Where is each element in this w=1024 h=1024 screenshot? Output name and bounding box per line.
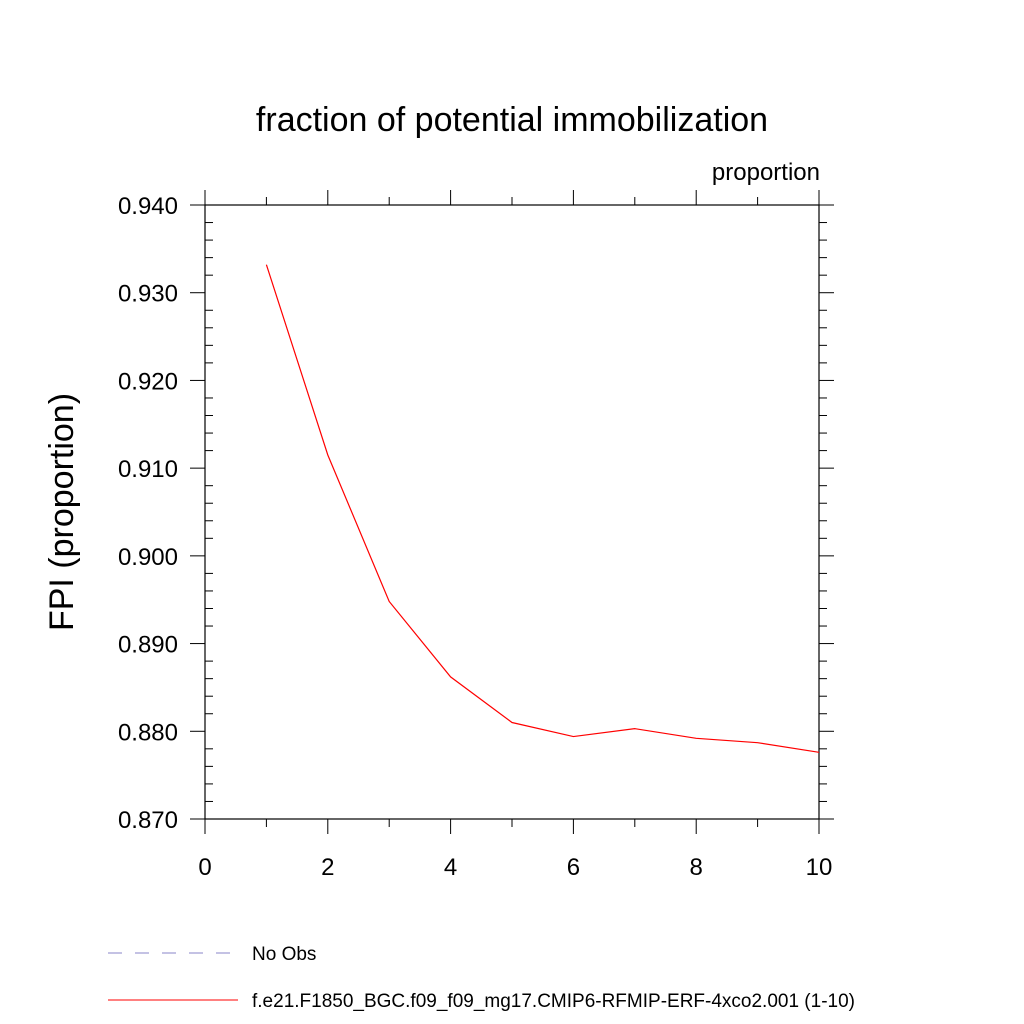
x-tick-label: 0 — [198, 854, 211, 881]
units-label: proportion — [712, 159, 820, 186]
y-tick-label: 0.880 — [118, 719, 178, 746]
y-tick-label: 0.940 — [118, 193, 178, 220]
y-tick-label: 0.930 — [118, 281, 178, 308]
y-axis-label: FPI (proportion) — [43, 393, 81, 631]
ticks-layer — [190, 190, 834, 834]
y-tick-label: 0.920 — [118, 368, 178, 395]
x-tick-label: 6 — [567, 854, 580, 881]
legend-label: No Obs — [252, 944, 316, 965]
y-tick-label: 0.900 — [118, 544, 178, 571]
series-layer — [265, 264, 820, 753]
legend-label: f.e21.F1850_BGC.f09_f09_mg17.CMIP6-RFMIP… — [252, 991, 855, 1012]
x-tick-labels: 0 2 4 6 8 10 — [198, 854, 832, 881]
y-tick-label: 0.870 — [118, 807, 178, 834]
x-tick-label: 2 — [321, 854, 334, 881]
x-tick-label: 8 — [690, 854, 703, 881]
x-tick-label: 4 — [444, 854, 457, 881]
y-tick-label: 0.890 — [118, 632, 178, 659]
series-line — [265, 264, 820, 753]
chart-title: fraction of potential immobilization — [256, 101, 768, 139]
plot-frame — [204, 204, 820, 820]
y-tick-label: 0.910 — [118, 456, 178, 483]
y-tick-labels: 0.870 0.880 0.890 0.900 0.910 0.920 0.930 0.940 — [118, 193, 178, 834]
x-tick-label: 10 — [806, 854, 833, 881]
legend: No Obs f.e21.F1850_BGC.f09_f09_mg17.CMIP6… — [108, 944, 855, 1012]
